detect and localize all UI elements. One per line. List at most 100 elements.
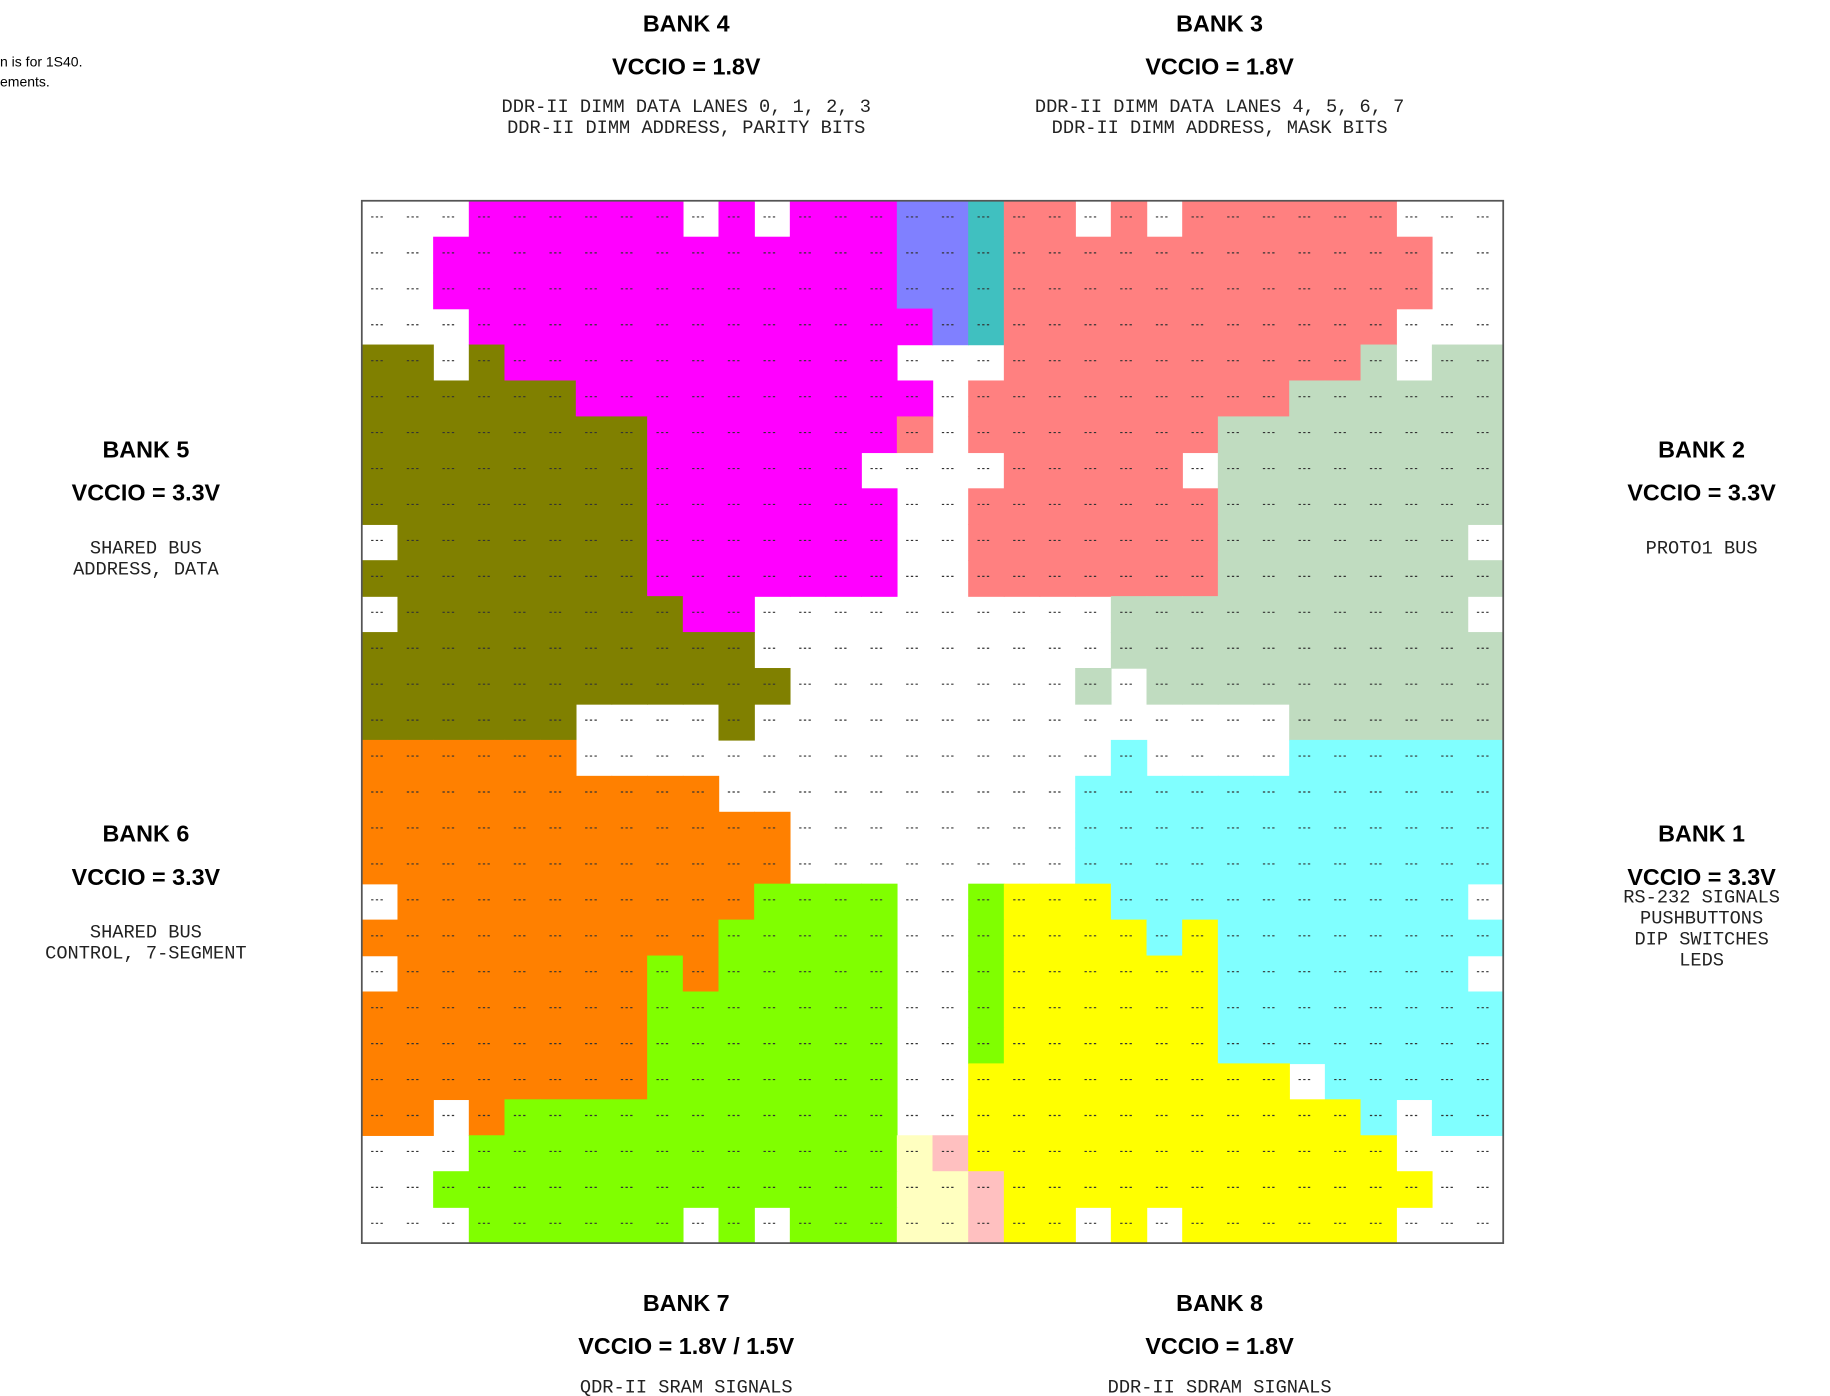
bank-cell (647, 236, 684, 274)
bank-cell (682, 991, 720, 1029)
bank-cell (575, 524, 613, 561)
bank-cell (718, 380, 755, 418)
bank-cell (1146, 1135, 1183, 1172)
bank-cell (1396, 524, 1433, 561)
bank-cell (468, 200, 506, 238)
bank-cell (754, 811, 791, 849)
bank-cell (433, 380, 470, 418)
bank-cell (1075, 380, 1112, 418)
bank-cell (825, 308, 862, 346)
bank-cell (1289, 200, 1326, 238)
bank-cell (647, 883, 684, 921)
bank-cell (1431, 1063, 1469, 1101)
bank-cell (1360, 632, 1397, 669)
bank-cell (1253, 272, 1290, 310)
bank-cell (1253, 1207, 1290, 1244)
bank-description: DDR-II SDRAM SIGNALS (1108, 1376, 1332, 1396)
bank-cell (433, 416, 470, 454)
bank-cell (1003, 1171, 1041, 1208)
bank-cell (1253, 344, 1290, 382)
bank-cell (433, 955, 470, 993)
bank-cell (1110, 272, 1148, 310)
bank-cell (1431, 919, 1469, 957)
bank-cell (1324, 380, 1362, 418)
bank-cell (682, 919, 720, 957)
bank-cell (433, 1063, 470, 1101)
bank-cell (361, 344, 399, 382)
bank-cell (575, 1099, 613, 1136)
bank-cell (754, 452, 791, 490)
bank-cell (540, 452, 577, 490)
bank-cell (1110, 524, 1148, 561)
bank-cell (1146, 452, 1183, 490)
bank-cell (968, 308, 1005, 346)
bank-cell (1253, 1027, 1290, 1065)
bank-cell (1360, 560, 1397, 597)
bank-cell (361, 1063, 399, 1101)
bank-cell (1182, 416, 1219, 454)
bank-cell (1039, 1171, 1076, 1208)
bank-cell (1324, 991, 1362, 1029)
bank-cell (1289, 560, 1326, 597)
bank-cell (896, 1207, 934, 1244)
note: n is for 1S40. (0, 54, 82, 70)
bank-cell (861, 416, 898, 454)
bank-cell (504, 236, 541, 274)
bank-cell (468, 991, 506, 1029)
bank-cell (433, 883, 470, 921)
bank-cell (540, 668, 577, 705)
bank-cell (468, 488, 506, 525)
bank-cell (433, 703, 470, 741)
bank-cell (575, 380, 613, 418)
bank-vccio: VCCIO = 1.8V (1145, 54, 1294, 80)
bank-cell (1253, 596, 1290, 633)
bank-cell (575, 955, 613, 993)
bank-cell (932, 236, 969, 274)
bank-cell (754, 883, 791, 921)
bank-cell (718, 452, 755, 490)
bank-cell (1146, 380, 1183, 418)
bank-cell (1039, 1207, 1076, 1244)
bank-cell (1253, 1099, 1290, 1136)
bank-cell (1396, 416, 1433, 454)
bank-cell (397, 488, 434, 525)
bank-cell (682, 1135, 720, 1172)
bank-cell (896, 272, 934, 310)
bank-cell (861, 344, 898, 382)
bank-cell (1146, 775, 1183, 813)
bank-cell (789, 1063, 827, 1101)
bank-cell (754, 524, 791, 561)
bank-cell (1253, 308, 1290, 346)
bank-cell (1217, 308, 1255, 346)
bank-cell (682, 847, 720, 885)
bank-cell (1217, 488, 1255, 525)
bank-cell (1360, 308, 1397, 346)
bank-cell (1431, 668, 1469, 705)
bank-cell (754, 416, 791, 454)
bank-cell (968, 560, 1005, 597)
bank-cell (504, 847, 541, 885)
bank-cell (1217, 955, 1255, 993)
bank-cell (611, 1063, 648, 1101)
bank-cell (1075, 919, 1112, 957)
bank-cell (1003, 1063, 1041, 1101)
bank-cell (861, 955, 898, 993)
bank-cell (1467, 847, 1504, 885)
bank-cell (1039, 488, 1076, 525)
bank-cell (397, 1099, 434, 1136)
bank-cell (647, 1171, 684, 1208)
bank-cell (1110, 416, 1148, 454)
bank-cell (789, 308, 827, 346)
bank-cell (789, 488, 827, 525)
bank-cell (397, 775, 434, 813)
bank-cell (361, 1099, 399, 1136)
bank-cell (611, 811, 648, 849)
bank-cell (1253, 524, 1290, 561)
bank-cell (611, 1171, 648, 1208)
bank-cell (1396, 668, 1433, 705)
bank-cell (468, 236, 506, 274)
bank-cell (1217, 919, 1255, 957)
bank-cell (1467, 991, 1504, 1029)
bank-cell (397, 811, 434, 849)
bank-cell (504, 560, 541, 597)
